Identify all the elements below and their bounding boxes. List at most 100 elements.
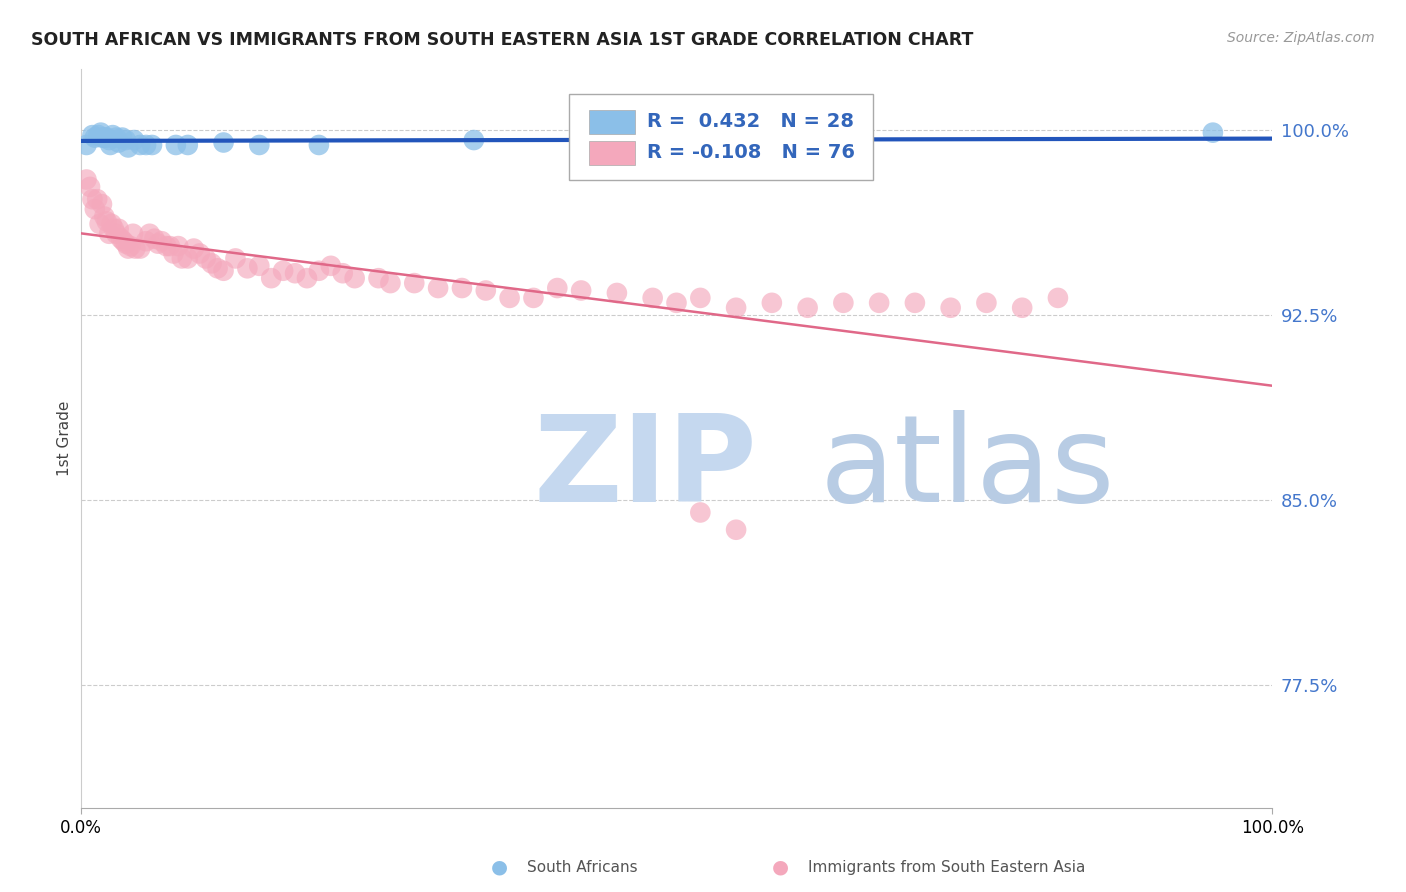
Point [96, 214, 118, 228]
Point [641, 291, 664, 305]
Point [284, 266, 307, 280]
Point [138, 227, 160, 241]
Point [188, 246, 211, 260]
Point [162, 246, 184, 260]
Point [332, 266, 354, 280]
Point [247, 259, 270, 273]
Point [87, 128, 110, 142]
Text: ZIP: ZIP [533, 409, 758, 526]
Point [295, 271, 318, 285]
Point [76, 138, 98, 153]
Point [110, 232, 132, 246]
Text: Immigrants from South Eastern Asia: Immigrants from South Eastern Asia [808, 860, 1085, 874]
Text: Source: ZipAtlas.com: Source: ZipAtlas.com [1227, 31, 1375, 45]
Point [224, 252, 246, 266]
Point [105, 130, 128, 145]
Point [367, 271, 389, 285]
Point [451, 281, 474, 295]
Point [1046, 291, 1069, 305]
Point [117, 140, 139, 154]
Point [101, 128, 124, 142]
Point [122, 227, 145, 241]
Point [606, 285, 628, 300]
Point [689, 506, 711, 520]
Point [271, 264, 294, 278]
Point [308, 264, 330, 278]
Point [98, 133, 121, 147]
Point [761, 295, 783, 310]
Point [207, 261, 229, 276]
Point [939, 301, 962, 315]
Point [150, 234, 173, 248]
Point [689, 291, 711, 305]
Point [100, 217, 122, 231]
Point [129, 138, 152, 153]
Point [1011, 301, 1033, 315]
Point [83, 202, 105, 216]
Point [117, 242, 139, 256]
FancyBboxPatch shape [589, 141, 634, 165]
Point [91, 130, 114, 145]
Point [135, 234, 157, 248]
Point [112, 234, 135, 248]
Point [122, 133, 145, 147]
Point [79, 180, 101, 194]
Point [146, 236, 169, 251]
Point [904, 295, 927, 310]
Text: ●: ● [772, 857, 789, 877]
Point [1202, 126, 1225, 140]
Point [83, 130, 105, 145]
Point [114, 236, 136, 251]
Point [569, 284, 592, 298]
Point [212, 264, 235, 278]
Point [103, 222, 125, 236]
Point [90, 126, 112, 140]
Point [319, 259, 342, 273]
Point [463, 133, 485, 147]
Point [107, 136, 129, 150]
Point [129, 242, 152, 256]
Text: R = -0.108   N = 76: R = -0.108 N = 76 [647, 144, 855, 162]
Point [832, 295, 855, 310]
Point [976, 295, 998, 310]
Point [868, 295, 890, 310]
Point [498, 291, 520, 305]
Point [141, 138, 163, 153]
Point [404, 276, 426, 290]
Point [91, 197, 114, 211]
Point [725, 523, 748, 537]
Point [194, 252, 217, 266]
Point [167, 239, 190, 253]
Point [93, 210, 115, 224]
Point [135, 138, 157, 153]
Point [96, 130, 118, 145]
Point [665, 295, 688, 310]
Point [546, 281, 568, 295]
Point [105, 227, 128, 241]
Point [76, 172, 98, 186]
Text: atlas: atlas [820, 409, 1115, 526]
Point [427, 281, 450, 295]
Point [98, 138, 121, 153]
Point [177, 252, 200, 266]
Y-axis label: 1st Grade: 1st Grade [58, 401, 72, 476]
Point [475, 284, 498, 298]
Point [247, 138, 270, 153]
Point [343, 271, 366, 285]
FancyBboxPatch shape [569, 95, 873, 179]
Text: ●: ● [491, 857, 508, 877]
Point [796, 301, 818, 315]
Point [143, 232, 166, 246]
Point [177, 138, 200, 153]
Point [124, 242, 146, 256]
Point [183, 242, 205, 256]
Point [155, 239, 177, 253]
Point [93, 130, 115, 145]
Point [114, 133, 136, 147]
Point [380, 276, 402, 290]
Point [165, 138, 187, 153]
FancyBboxPatch shape [589, 110, 634, 134]
Text: R =  0.432   N = 28: R = 0.432 N = 28 [647, 112, 853, 131]
Point [761, 138, 783, 153]
Point [86, 192, 108, 206]
